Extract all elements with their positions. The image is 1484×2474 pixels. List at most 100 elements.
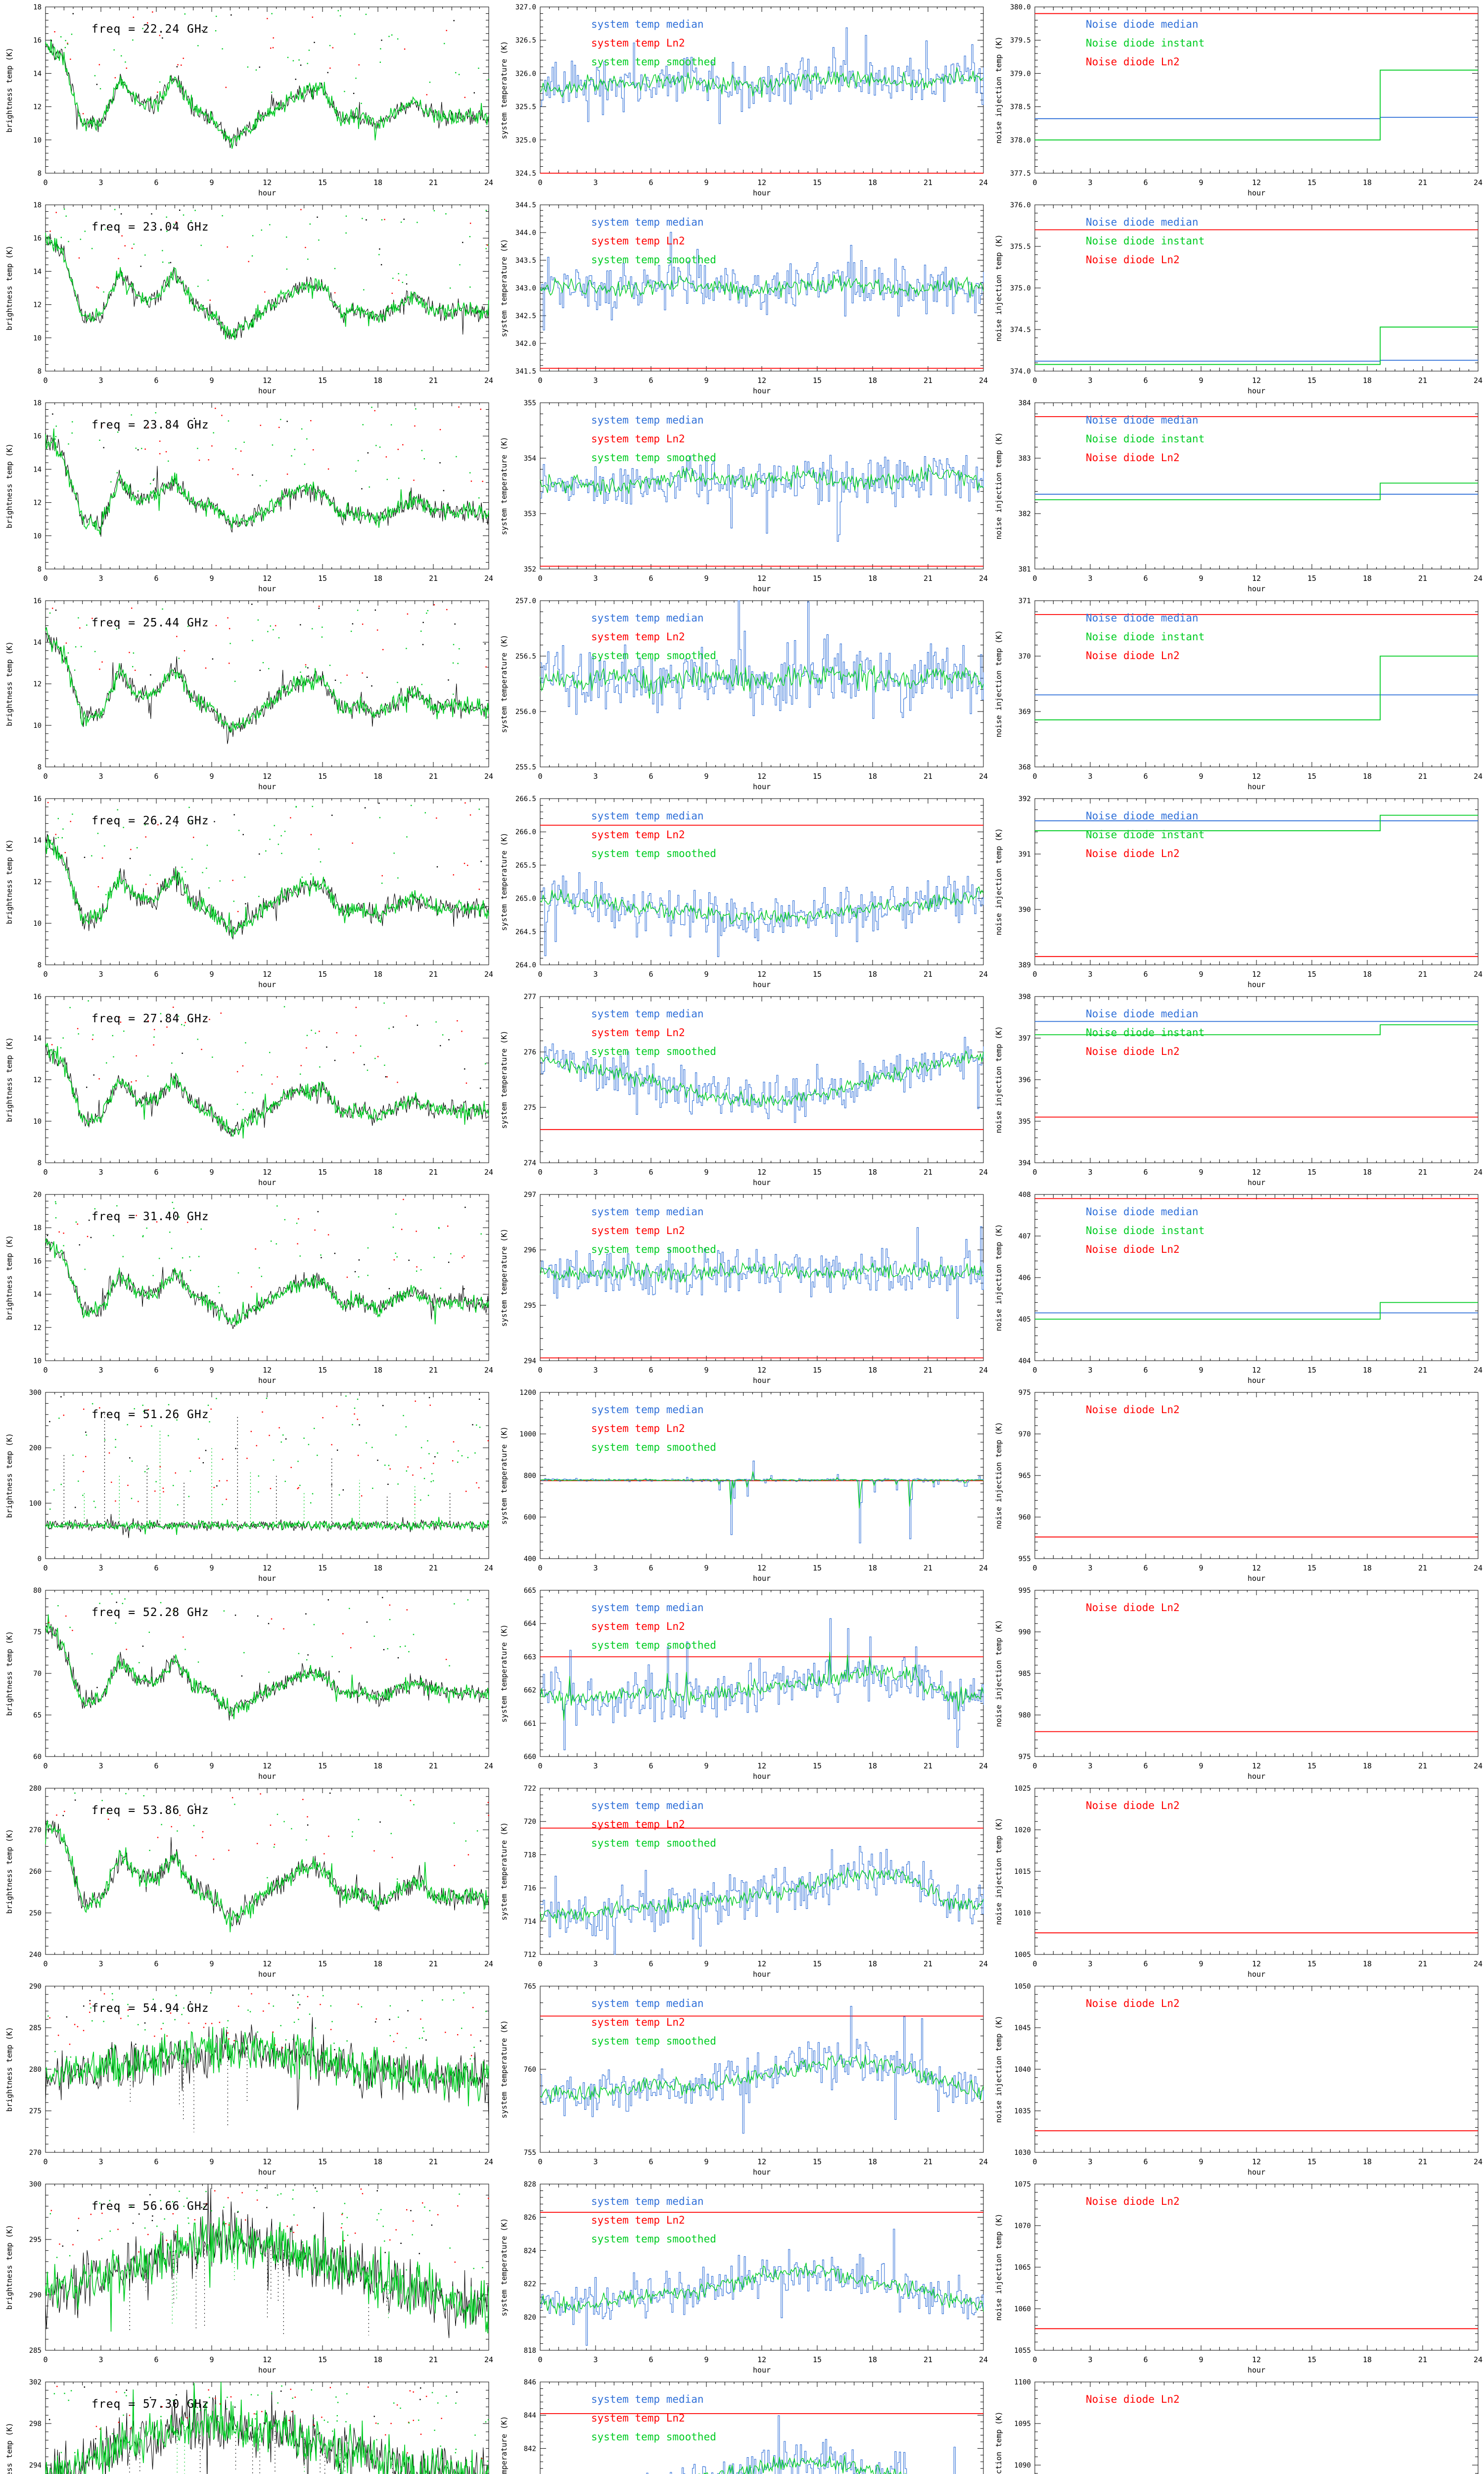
scatter-dot bbox=[420, 1269, 422, 1271]
noise-diode-instant-line bbox=[1035, 482, 1478, 500]
y-tick-label: 960 bbox=[1019, 1514, 1031, 1522]
scatter-dot bbox=[127, 2015, 129, 2017]
scatter-dot bbox=[262, 1411, 263, 1413]
scatter-dot bbox=[357, 1398, 359, 1400]
scatter-dot bbox=[160, 1602, 162, 1604]
legend-entry: Noise diode median bbox=[1086, 810, 1199, 822]
scatter-dot bbox=[464, 802, 466, 804]
scatter-dot bbox=[183, 214, 185, 216]
x-tick-label: 18 bbox=[868, 970, 877, 979]
scatter-dot bbox=[147, 1020, 149, 1022]
scatter-dot bbox=[469, 2058, 471, 2060]
scatter-dot bbox=[64, 47, 66, 48]
scatter-dot bbox=[406, 1015, 407, 1017]
brightness-series-raw bbox=[45, 1819, 489, 1927]
scatter-dot bbox=[70, 821, 71, 822]
legend-entry: system temp median bbox=[591, 1206, 704, 1218]
scatter-dot bbox=[329, 67, 331, 69]
scatter-dot bbox=[78, 1033, 79, 1035]
scatter-dot bbox=[68, 2399, 69, 2401]
axes-frame bbox=[1034, 1986, 1479, 2153]
scatter-dot bbox=[355, 77, 357, 79]
scatter-dot bbox=[291, 455, 292, 457]
y-axis-label: noise injection temp (K) bbox=[994, 1422, 1003, 1529]
y-tick-label: 266.5 bbox=[515, 795, 536, 803]
scatter-dot bbox=[349, 1608, 350, 1609]
brightness-series-raw bbox=[46, 2389, 488, 2474]
scatter-dot bbox=[395, 1213, 397, 1215]
scatter-dot bbox=[457, 663, 459, 665]
tsys-median-series bbox=[540, 872, 984, 957]
axes-frame bbox=[45, 1194, 489, 1361]
scatter-dot bbox=[140, 1426, 142, 1427]
tsys-median-series bbox=[540, 2229, 984, 2346]
scatter-dot bbox=[202, 1831, 204, 1833]
scatter-dot bbox=[178, 1015, 180, 1017]
scatter-dot bbox=[83, 2005, 85, 2007]
scatter-dot bbox=[454, 623, 456, 625]
scatter-dot bbox=[219, 1292, 220, 1293]
scatter-dot bbox=[183, 2007, 185, 2009]
plot-cell-row11-left: 0 3 6 9 12 15 18 21 24 270 275 280 285 290 hour brightn… bbox=[0, 1979, 495, 2177]
scatter-dot bbox=[395, 2229, 397, 2231]
scatter-dot bbox=[221, 2417, 222, 2419]
legend-entry: Noise diode Ln2 bbox=[1086, 452, 1180, 464]
x-tick-label: 15 bbox=[318, 2157, 327, 2166]
scatter-dot bbox=[321, 2417, 323, 2418]
freq-title: freq = 26.24 GHz bbox=[92, 814, 209, 827]
tsys-smoothed-series bbox=[540, 67, 984, 98]
scatter-dot bbox=[84, 231, 86, 232]
scatter-dot bbox=[233, 901, 234, 902]
plot-cell-row13-left: 03691215182124286290294298302hourbrightn… bbox=[0, 2375, 495, 2474]
scatter-dot bbox=[131, 247, 133, 249]
y-tick-label: 295 bbox=[524, 1302, 536, 1310]
scatter-dot bbox=[318, 239, 320, 241]
scatter-dot bbox=[168, 1404, 170, 1406]
y-tick-label: 1055 bbox=[1014, 2347, 1031, 2355]
x-tick-label: 0 bbox=[43, 1761, 47, 1770]
scatter-dot bbox=[237, 474, 239, 476]
scatter-dot bbox=[273, 37, 274, 39]
scatter-dot bbox=[482, 2267, 483, 2269]
axes-frame bbox=[540, 1788, 984, 1955]
scatter-dot bbox=[421, 450, 423, 451]
scatter-dot bbox=[320, 1254, 322, 1256]
scatter-dot bbox=[166, 2239, 167, 2241]
scatter-dot bbox=[392, 1026, 394, 1028]
x-tick-label: 0 bbox=[538, 376, 542, 385]
y-tick-label: 60 bbox=[33, 1753, 42, 1761]
scatter-dot bbox=[372, 1487, 373, 1489]
scatter-dot bbox=[62, 828, 64, 830]
scatter-dot bbox=[366, 219, 367, 221]
y-tick-label: 370 bbox=[1019, 653, 1031, 661]
scatter-dot bbox=[260, 425, 261, 426]
x-tick-label: 0 bbox=[538, 970, 542, 979]
tsys-smoothed-series bbox=[540, 2054, 984, 2104]
y-tick-label: 381 bbox=[1019, 566, 1031, 573]
x-tick-label: 0 bbox=[1032, 2355, 1037, 2364]
legend-entry: system temp Ln2 bbox=[591, 235, 685, 247]
scatter-dot bbox=[293, 2232, 294, 2233]
x-tick-label: 24 bbox=[979, 1564, 988, 1572]
scatter-dot bbox=[265, 850, 267, 852]
scatter-dot bbox=[113, 49, 115, 51]
y-tick-label: 343.5 bbox=[515, 257, 536, 265]
x-tick-label: 15 bbox=[813, 2157, 822, 2166]
scatter-dot bbox=[367, 1069, 369, 1071]
x-tick-label: 21 bbox=[924, 1168, 932, 1177]
scatter-dot bbox=[459, 264, 461, 266]
x-tick-label: 0 bbox=[1032, 970, 1037, 979]
scatter-dot bbox=[286, 421, 288, 422]
x-axis-label: hour bbox=[258, 189, 276, 197]
x-tick-label: 24 bbox=[1474, 1959, 1483, 1968]
plot-cell-row4-right: 0 3 6 9 12 15 18 21 24 368 369 370 371 hour noise inje… bbox=[989, 594, 1484, 792]
scatter-dot bbox=[472, 1424, 473, 1426]
x-tick-label: 12 bbox=[757, 376, 766, 385]
scatter-dot bbox=[188, 2223, 189, 2224]
plot-cell-row8-right: 0 3 6 9 12 15 18 21 24 955 960 965 970 975 hour noise i… bbox=[989, 1385, 1484, 1583]
scatter-dot bbox=[268, 668, 270, 669]
y-tick-label: 1000 bbox=[519, 1430, 536, 1438]
legend-entry: Noise diode Ln2 bbox=[1086, 1998, 1180, 2009]
y-axis-label: system temperature (K) bbox=[500, 239, 509, 337]
